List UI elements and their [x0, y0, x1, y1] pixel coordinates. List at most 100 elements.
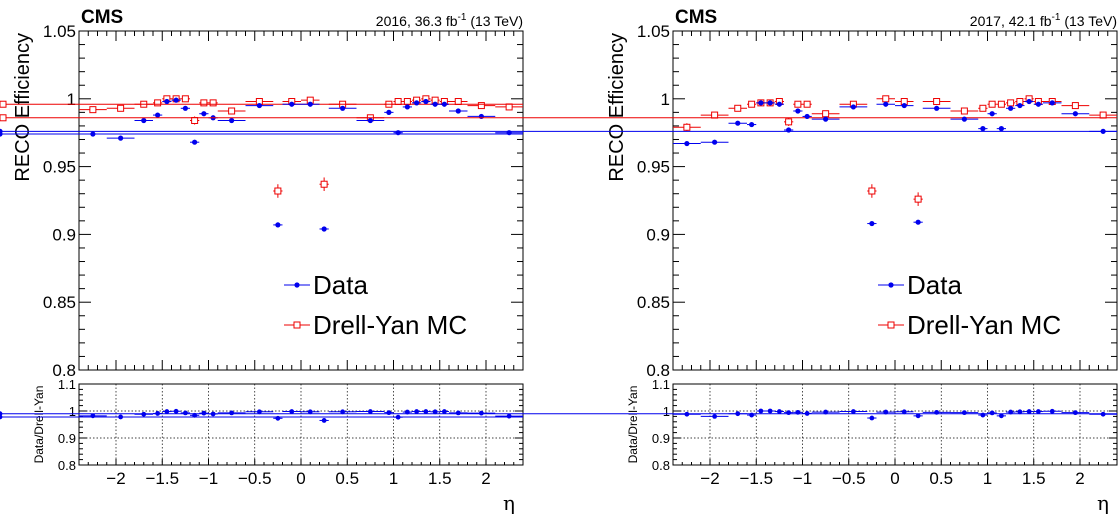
mc-marker: [683, 123, 691, 131]
ratio-marker: [340, 409, 346, 415]
mc-point-20: [402, 98, 412, 106]
data-point-23: [1024, 98, 1034, 105]
experiment-label: CMS: [675, 7, 717, 28]
y-axis-title: RECO Efficiency: [606, 33, 628, 182]
data-marker: [256, 102, 262, 109]
ratio-point-14: [301, 409, 320, 415]
ratio-marker: [786, 410, 792, 416]
data-point-24: [1033, 101, 1043, 107]
y-tick-label: 0.8: [646, 361, 670, 380]
ratio-marker: [869, 415, 875, 421]
mc-marker: [822, 110, 830, 118]
ratio-marker: [961, 410, 967, 416]
data-marker: [980, 126, 986, 132]
data-marker: [455, 108, 461, 114]
y-tick-label: 1.05: [637, 22, 670, 41]
ratio-marker: [367, 409, 373, 414]
data-marker: [414, 100, 420, 106]
energy-text: (13 TeV): [466, 13, 523, 29]
mc-marker: [154, 99, 162, 107]
mc-marker: [1007, 99, 1015, 107]
ratio-y-tick-label: 1.1: [652, 377, 670, 392]
data-point-11: [839, 104, 868, 110]
ratio-marker: [712, 414, 718, 419]
ratio-point-5: [171, 408, 181, 414]
y-tick-label: 1: [67, 90, 76, 109]
legend: Data Drell-Yan MC: [878, 270, 1061, 340]
data-point-19: [987, 111, 997, 117]
ratio-marker: [321, 418, 327, 423]
data-point-5: [171, 97, 181, 103]
mc-marker: [320, 180, 328, 188]
data-point-17: [356, 117, 385, 124]
ratio-point-28: [0, 414, 523, 420]
mc-marker: [454, 98, 462, 106]
x-tick-label: 0: [890, 469, 899, 488]
ratio-marker: [307, 409, 313, 415]
ratio-marker: [915, 413, 921, 419]
ratio-marker: [201, 410, 207, 416]
data-marker: [758, 100, 764, 106]
data-point-5: [765, 100, 775, 106]
data-point-25: [1043, 100, 1062, 106]
ratio-marker: [998, 413, 1004, 419]
ratio-point-27: [495, 413, 523, 419]
mc-point-21: [1006, 99, 1016, 107]
legend-mc-marker: [293, 321, 301, 329]
y-tick-label: 1: [661, 90, 670, 109]
mc-marker: [748, 100, 756, 108]
x-tick-label: 0: [296, 469, 305, 488]
ratio-marker: [164, 409, 170, 414]
data-marker: [201, 111, 207, 117]
data-marker: [1026, 98, 1032, 105]
data-marker: [432, 101, 438, 107]
data-marker: [989, 111, 995, 117]
energy-text: (13 TeV): [1060, 13, 1117, 29]
x-axis-title: η: [1097, 491, 1109, 514]
legend-mc-label: Drell-Yan MC: [907, 310, 1061, 340]
ratio-marker: [455, 410, 461, 416]
ratio-marker: [0, 411, 3, 417]
ratio-marker: [901, 409, 907, 415]
ratio-point-4: [162, 409, 172, 414]
ratio-y-axis-title: Data/Drell-Yan: [32, 386, 46, 464]
luminosity-label: 2016, 36.3 fb-1 (13 TeV): [376, 12, 523, 29]
mc-marker: [191, 116, 199, 124]
lumi-text: 2017, 42.1 fb: [970, 13, 1052, 29]
data-point-13: [282, 101, 301, 107]
data-point-15: [913, 219, 923, 225]
ratio-point-11: [245, 409, 274, 415]
x-axis-title: η: [503, 491, 515, 514]
data-point-2: [728, 120, 747, 126]
data-point-16: [922, 105, 951, 111]
x-tick-label: −1: [793, 469, 812, 488]
ratio-marker: [182, 410, 188, 416]
mc-point-16: [922, 98, 951, 106]
data-marker: [1035, 101, 1041, 107]
data-point-16: [328, 105, 357, 111]
mc-point-12: [867, 184, 877, 198]
ratio-marker: [141, 411, 147, 417]
y-tick-label: 0.9: [646, 225, 670, 244]
data-marker: [340, 105, 346, 111]
ratio-y-tick-label: 1.1: [58, 377, 76, 392]
ratio-marker: [1049, 408, 1055, 414]
data-point-3: [747, 121, 757, 128]
data-marker: [883, 101, 889, 107]
data-marker: [192, 139, 198, 145]
ratio-point-28: [0, 411, 1117, 417]
data-point-15: [319, 226, 329, 232]
mc-point-17: [950, 107, 979, 115]
data-point-8: [793, 108, 803, 114]
ratio-marker: [432, 409, 438, 415]
data-marker: [423, 98, 429, 105]
data-point-20: [996, 126, 1006, 132]
ratio-point-18: [384, 410, 394, 416]
x-tick-label: 1.5: [428, 469, 452, 488]
x-tick-label: −2: [106, 469, 125, 488]
ratio-marker: [478, 410, 484, 416]
mc-marker: [960, 107, 968, 115]
mc-marker: [181, 95, 189, 103]
ratio-y-tick-label: 0.8: [58, 458, 76, 473]
